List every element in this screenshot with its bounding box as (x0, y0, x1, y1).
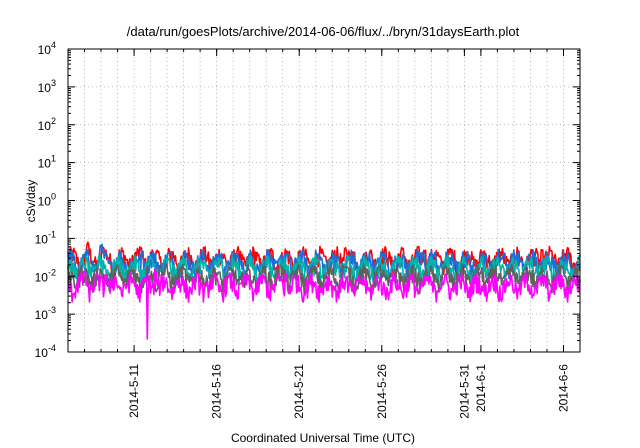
chart-title: /data/run/goesPlots/archive/2014-06-06/f… (127, 24, 520, 39)
ticks (68, 48, 580, 353)
x-tick-label: 2014-6-6 (556, 364, 570, 412)
x-tick-labels: 2014-5-11 2014-5-16 2014-5-21 2014-5-26 2014… (127, 364, 570, 419)
x-tick-label: 2014-5-16 (210, 364, 224, 419)
series-line (67, 268, 581, 340)
x-tick-label: 2014-5-26 (375, 364, 389, 419)
x-tick-label: 2014-6-1 (474, 364, 488, 412)
y-tick-label: 103 (38, 78, 56, 95)
y-tick-label: 100 (38, 192, 56, 209)
y-tick-label: 102 (38, 116, 56, 133)
series-group (67, 241, 581, 340)
y-tick-label: 101 (38, 154, 56, 171)
y-tick-label: 10-4 (35, 343, 56, 360)
y-tick-label: 10-3 (35, 305, 56, 322)
y-tick-label: 10-2 (35, 267, 56, 284)
y-tick-label: 104 (38, 40, 56, 57)
y-axis-label: cSv/day (24, 180, 38, 223)
y-tick-labels: 10-4 10-3 10-2 10-1 100 101 102 103 104 (35, 40, 56, 360)
grid (68, 49, 580, 352)
x-axis-label: Coordinated Universal Time (UTC) (231, 431, 415, 445)
y-tick-label: 10-1 (35, 229, 56, 246)
x-tick-label: 2014-5-21 (292, 364, 306, 419)
x-tick-label: 2014-5-11 (127, 364, 141, 418)
x-tick-label: 2014-5-31 (457, 364, 471, 419)
